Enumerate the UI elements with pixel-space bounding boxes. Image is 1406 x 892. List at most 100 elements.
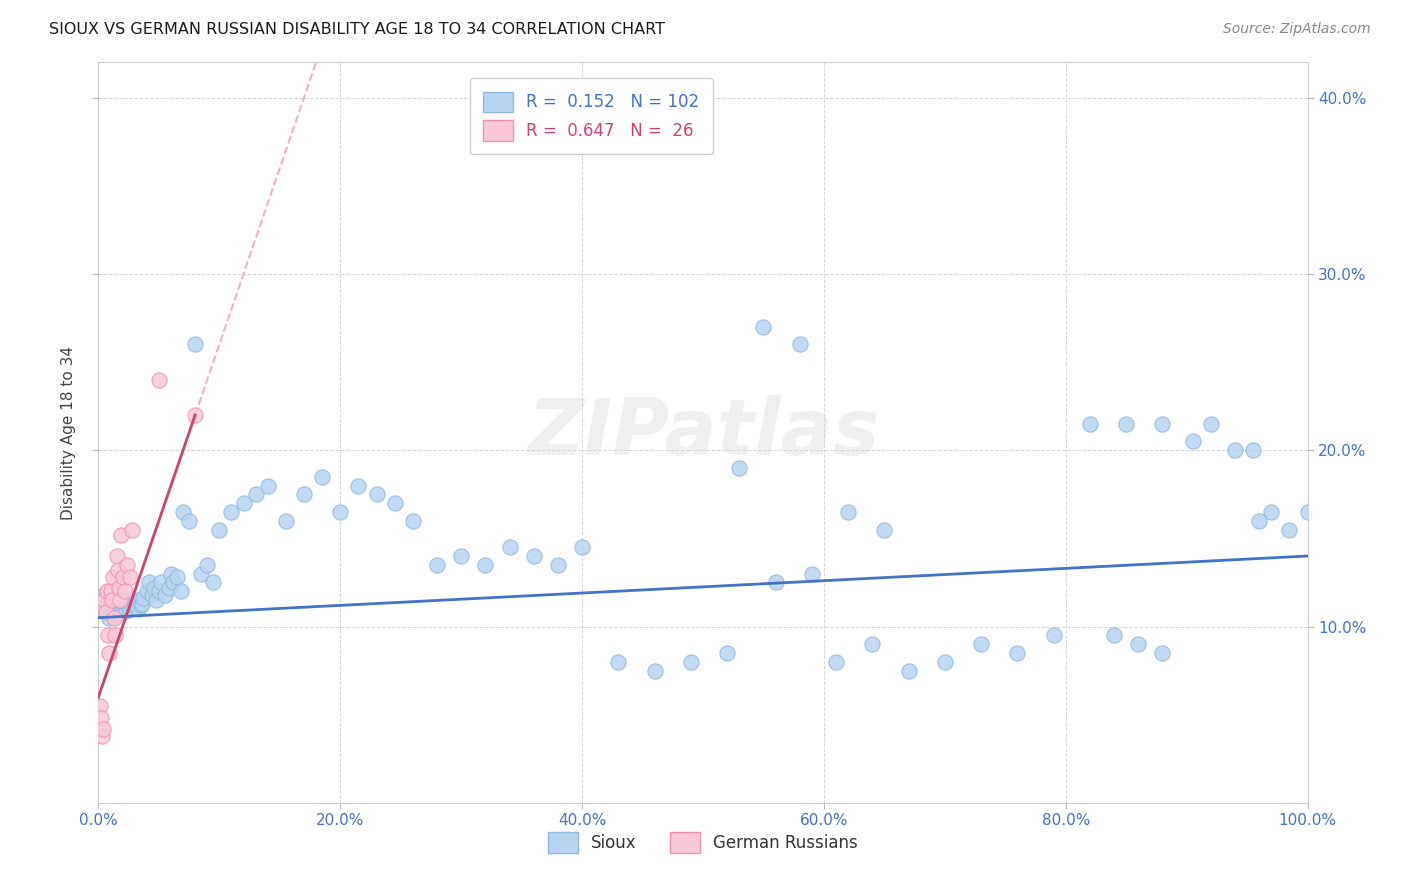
Point xyxy=(97,628,120,642)
Point xyxy=(89,698,111,713)
Point xyxy=(100,593,122,607)
Point xyxy=(107,593,129,607)
Point xyxy=(1042,628,1064,642)
Point xyxy=(101,570,124,584)
Point xyxy=(118,570,141,584)
Point xyxy=(100,602,122,616)
Point xyxy=(98,646,121,660)
Point xyxy=(150,575,173,590)
Point xyxy=(148,584,170,599)
Point xyxy=(184,337,207,351)
Point xyxy=(124,599,146,613)
Point xyxy=(90,711,112,725)
Point xyxy=(221,505,243,519)
Point xyxy=(547,558,569,572)
Point xyxy=(765,575,787,590)
Y-axis label: Disability Age 18 to 34: Disability Age 18 to 34 xyxy=(62,345,76,520)
Point xyxy=(1249,514,1271,528)
Point xyxy=(1181,434,1204,449)
Point xyxy=(1223,443,1246,458)
Point xyxy=(166,570,188,584)
Point xyxy=(1078,417,1101,431)
Point xyxy=(157,581,180,595)
Point xyxy=(498,540,520,554)
Point xyxy=(347,478,370,492)
Point xyxy=(110,528,132,542)
Point xyxy=(825,655,848,669)
Point xyxy=(256,478,278,492)
Point xyxy=(245,487,267,501)
Point xyxy=(94,606,117,620)
Point xyxy=(111,570,134,584)
Point xyxy=(115,604,138,618)
Point xyxy=(143,581,166,595)
Point xyxy=(384,496,406,510)
Point xyxy=(114,599,136,613)
Point xyxy=(118,600,141,615)
Point xyxy=(96,584,118,599)
Text: Source: ZipAtlas.com: Source: ZipAtlas.com xyxy=(1223,22,1371,37)
Point xyxy=(728,461,751,475)
Point xyxy=(93,593,115,607)
Point xyxy=(1115,417,1137,431)
Point xyxy=(117,597,139,611)
Point xyxy=(679,655,702,669)
Point xyxy=(172,505,194,519)
Point xyxy=(104,628,127,642)
Point xyxy=(1007,646,1029,660)
Point xyxy=(873,523,896,537)
Point xyxy=(105,602,128,616)
Point xyxy=(129,599,152,613)
Point xyxy=(860,637,883,651)
Point xyxy=(107,563,129,577)
Point xyxy=(108,581,131,595)
Point xyxy=(138,575,160,590)
Point xyxy=(1152,646,1174,660)
Point xyxy=(274,514,297,528)
Point xyxy=(103,610,125,624)
Point xyxy=(1296,505,1319,519)
Point xyxy=(169,584,191,599)
Point xyxy=(789,337,811,351)
Point xyxy=(607,655,630,669)
Point xyxy=(110,606,132,620)
Point xyxy=(897,664,920,678)
Point xyxy=(128,593,150,607)
Point xyxy=(202,575,225,590)
Point xyxy=(117,558,139,572)
Text: SIOUX VS GERMAN RUSSIAN DISABILITY AGE 18 TO 34 CORRELATION CHART: SIOUX VS GERMAN RUSSIAN DISABILITY AGE 1… xyxy=(49,22,665,37)
Point xyxy=(934,655,956,669)
Point xyxy=(1278,523,1301,537)
Legend: Sioux, German Russians: Sioux, German Russians xyxy=(540,824,866,861)
Point xyxy=(121,523,143,537)
Point xyxy=(232,496,254,510)
Point xyxy=(800,566,823,581)
Point xyxy=(153,588,176,602)
Point xyxy=(837,505,859,519)
Point xyxy=(100,584,122,599)
Point xyxy=(132,591,155,606)
Point xyxy=(118,602,141,616)
Point xyxy=(752,319,775,334)
Point xyxy=(644,664,666,678)
Point xyxy=(97,606,120,620)
Point xyxy=(104,609,127,624)
Point xyxy=(970,637,993,651)
Point xyxy=(148,373,170,387)
Point xyxy=(195,558,218,572)
Point xyxy=(103,599,125,613)
Point xyxy=(91,729,114,743)
Point xyxy=(162,575,184,590)
Point xyxy=(98,610,121,624)
Point xyxy=(141,588,163,602)
Point xyxy=(571,540,593,554)
Point xyxy=(127,597,149,611)
Point xyxy=(523,549,546,563)
Point xyxy=(1260,505,1282,519)
Point xyxy=(292,487,315,501)
Point xyxy=(450,549,472,563)
Point xyxy=(208,523,231,537)
Point xyxy=(426,558,449,572)
Point xyxy=(108,593,131,607)
Point xyxy=(108,604,131,618)
